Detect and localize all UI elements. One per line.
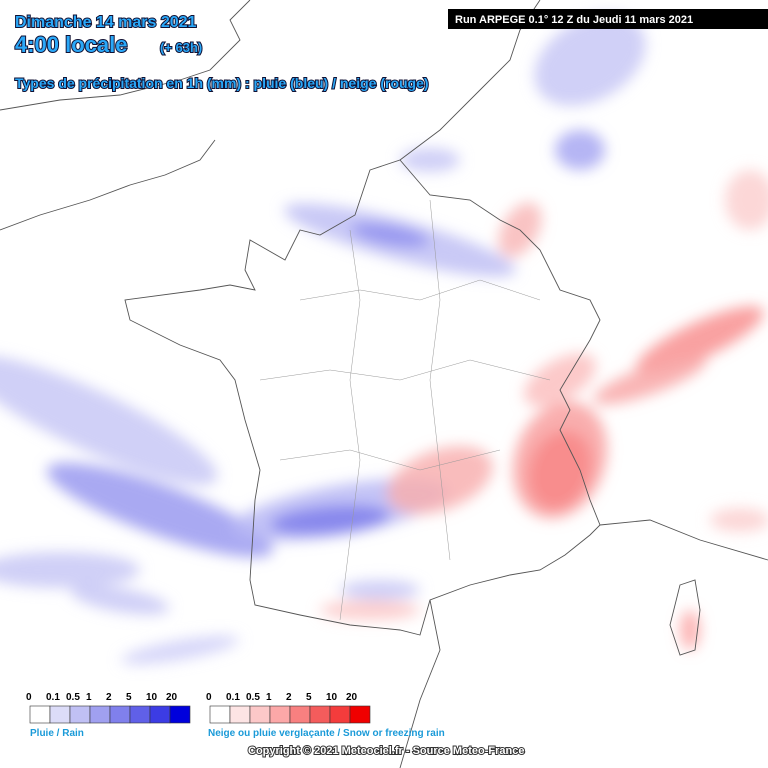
precip-area	[46, 462, 274, 558]
corsica	[669, 579, 701, 656]
rain-legend: 0 0.1 0.5 1 2 5 10 20	[26, 692, 191, 724]
subtitle: Types de précipitation en 1h (mm) : plui…	[15, 75, 429, 91]
rain-caption: Pluie / Rain	[30, 728, 84, 739]
legend-swatch	[129, 705, 151, 724]
snow-legend: 0 0.1 0.5 1 2 5 10 20	[206, 692, 371, 724]
legend-label: 1	[266, 692, 272, 703]
legend-swatch	[349, 705, 371, 724]
run-info: Run ARPEGE 0.1° 12 Z du Jeudi 11 mars 20…	[455, 14, 693, 26]
precip-area	[636, 306, 764, 374]
precip-area	[340, 580, 420, 600]
precip-area	[350, 222, 430, 248]
legend-label: 10	[146, 692, 158, 703]
precip-area	[555, 130, 605, 170]
departments	[259, 199, 551, 621]
time: 4:00 locale	[15, 32, 128, 57]
legend-swatch	[109, 705, 131, 724]
precip-area	[710, 508, 768, 532]
legend-swatch	[329, 705, 351, 724]
precip-area	[725, 170, 768, 230]
legend-label: 5	[126, 692, 132, 703]
precip-area	[0, 552, 140, 588]
legend-swatch	[49, 705, 71, 724]
precip-area	[120, 635, 240, 665]
legend-label: 0.1	[46, 692, 60, 703]
date: Dimanche 14 mars 2021	[15, 14, 197, 31]
legend-label: 20	[166, 692, 178, 703]
legend-swatch	[169, 705, 191, 724]
precip-area	[523, 353, 597, 407]
precip-area	[528, 431, 592, 509]
legend-label: 0	[206, 692, 212, 703]
legend-swatch	[209, 705, 231, 724]
precipitation-layer	[0, 14, 768, 665]
precip-area	[320, 600, 420, 620]
legend-swatch	[269, 705, 291, 724]
legend-label: 10	[326, 692, 338, 703]
legend-label: 2	[286, 692, 292, 703]
legend-swatch	[89, 705, 111, 724]
run-banner	[448, 9, 768, 29]
england-coast	[0, 0, 251, 231]
precip-area	[70, 585, 170, 615]
precip-area	[593, 355, 707, 405]
france-border	[124, 159, 601, 636]
legend-swatch	[29, 705, 51, 724]
legend-swatch	[69, 705, 91, 724]
precip-area	[680, 610, 700, 650]
legend-swatch	[229, 705, 251, 724]
legend-swatch	[289, 705, 311, 724]
copyright: Copyright © 2021 Meteociel.fr - Source M…	[248, 745, 524, 757]
snow-caption: Neige ou pluie verglaçante / Snow or fre…	[208, 728, 445, 739]
legend-swatch	[309, 705, 331, 724]
legend-label: 20	[346, 692, 358, 703]
precip-area	[0, 354, 218, 486]
legend-label: 0.5	[246, 692, 260, 703]
precip-area	[270, 505, 390, 535]
legend-swatch	[249, 705, 271, 724]
precip-area	[534, 14, 646, 106]
legend-label: 0.5	[66, 692, 80, 703]
legend-label: 2	[106, 692, 112, 703]
precip-area	[387, 446, 493, 514]
precip-area	[400, 148, 460, 172]
legend-swatch	[149, 705, 171, 724]
legend-label: 0	[26, 692, 32, 703]
legend-label: 0.1	[226, 692, 240, 703]
legend-label: 5	[306, 692, 312, 703]
lead-time: (+ 63h)	[160, 40, 202, 55]
legend-label: 1	[86, 692, 92, 703]
